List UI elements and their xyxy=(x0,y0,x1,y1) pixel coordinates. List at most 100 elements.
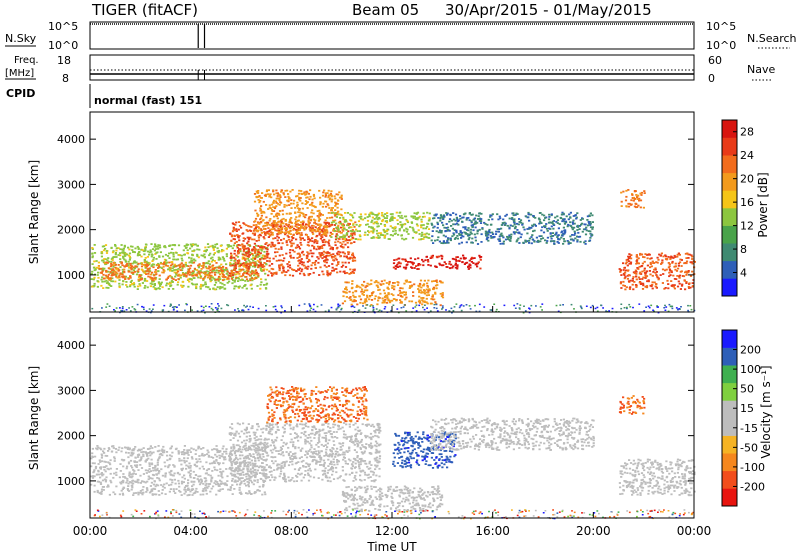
data-cell xyxy=(311,227,314,229)
data-cell xyxy=(455,260,458,262)
data-cell xyxy=(161,454,164,457)
data-cell xyxy=(690,261,693,264)
data-cell xyxy=(107,450,110,452)
data-cell xyxy=(260,197,263,199)
data-cell xyxy=(497,238,500,241)
data-cell xyxy=(118,446,121,449)
data-cell xyxy=(397,311,400,314)
data-cell xyxy=(352,256,355,258)
data-cell xyxy=(123,253,126,256)
data-cell xyxy=(404,298,407,301)
data-cell xyxy=(263,265,266,268)
data-cell xyxy=(440,215,443,218)
data-cell xyxy=(172,252,175,254)
data-cell xyxy=(145,270,148,273)
data-cell xyxy=(249,284,252,287)
data-cell xyxy=(180,480,184,483)
data-cell xyxy=(314,219,317,222)
data-cell xyxy=(425,294,428,297)
data-cell xyxy=(645,275,648,278)
data-cell xyxy=(169,488,172,490)
data-cell xyxy=(261,192,264,194)
data-cell xyxy=(219,278,222,281)
data-cell xyxy=(129,476,132,478)
data-cell xyxy=(242,457,246,460)
data-cell xyxy=(312,195,316,197)
data-cell xyxy=(347,235,350,238)
data-cell xyxy=(622,284,625,287)
data-cell xyxy=(150,253,153,256)
data-cell xyxy=(299,221,303,224)
scatter-region xyxy=(341,279,445,307)
data-cell xyxy=(651,274,654,277)
data-cell xyxy=(183,275,186,278)
colorbar-segment xyxy=(722,208,737,226)
data-cell xyxy=(410,222,414,224)
data-cell xyxy=(650,265,653,268)
data-cell xyxy=(124,260,127,263)
data-cell xyxy=(296,205,299,207)
data-cell xyxy=(122,479,125,482)
data-cell xyxy=(468,212,471,215)
data-cell xyxy=(635,260,638,262)
data-cell xyxy=(202,262,205,264)
data-cell xyxy=(366,223,369,226)
data-cell xyxy=(642,284,645,287)
data-cell xyxy=(270,272,273,274)
data-cell xyxy=(242,273,245,275)
data-cell xyxy=(488,231,492,234)
data-cell xyxy=(383,308,386,310)
data-cell xyxy=(240,480,243,483)
data-cell xyxy=(351,286,354,289)
data-cell xyxy=(235,228,238,230)
data-cell xyxy=(220,268,223,271)
data-cell xyxy=(326,217,329,219)
data-cell xyxy=(133,283,136,285)
data-cell xyxy=(247,247,250,250)
data-cell xyxy=(233,256,236,259)
data-cell xyxy=(518,232,521,235)
data-cell xyxy=(278,197,281,200)
data-cell xyxy=(261,485,265,488)
data-cell xyxy=(513,220,516,223)
data-cell xyxy=(340,198,343,200)
data-cell xyxy=(303,239,306,241)
data-cell xyxy=(462,256,465,259)
data-cell xyxy=(639,199,643,202)
data-cell xyxy=(426,282,429,285)
data-cell xyxy=(463,263,466,265)
data-cell xyxy=(180,262,183,265)
data-cell xyxy=(120,244,123,246)
data-cell xyxy=(239,244,242,247)
data-cell xyxy=(688,253,691,256)
data-cell xyxy=(155,252,158,254)
data-cell xyxy=(241,268,244,271)
data-cell xyxy=(99,481,102,484)
data-cell xyxy=(329,231,332,234)
data-cell xyxy=(242,240,245,242)
data-cell xyxy=(474,236,477,239)
data-cell xyxy=(281,226,284,229)
data-cell xyxy=(105,276,108,279)
data-cell xyxy=(476,218,480,220)
data-cell xyxy=(501,222,504,224)
data-cell xyxy=(390,309,393,312)
data-cell xyxy=(632,199,635,202)
data-cell xyxy=(563,218,566,220)
data-cell xyxy=(296,228,299,231)
data-cell xyxy=(105,279,108,282)
data-cell xyxy=(576,224,579,227)
data-cell xyxy=(148,262,151,265)
data-cell xyxy=(174,275,177,278)
data-cell xyxy=(114,448,118,450)
data-cell xyxy=(263,237,266,240)
data-cell xyxy=(134,456,137,459)
data-cell xyxy=(123,270,126,273)
data-cell xyxy=(257,459,260,462)
data-cell xyxy=(340,245,343,248)
data-cell xyxy=(251,238,254,241)
data-cell xyxy=(678,274,682,277)
data-cell xyxy=(313,303,315,306)
data-cell xyxy=(310,215,313,218)
data-cell xyxy=(550,237,553,240)
